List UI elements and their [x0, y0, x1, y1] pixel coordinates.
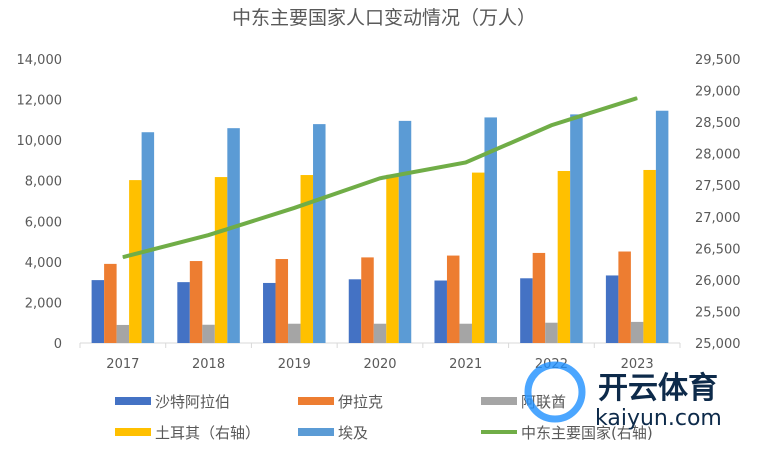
bar-阿联酋 [373, 323, 387, 343]
bar-沙特阿拉伯 [434, 280, 447, 343]
y2-tick-label: 27,500 [695, 179, 741, 194]
bar-土耳其（右轴） [557, 170, 571, 343]
y2-tick-label: 28,000 [695, 148, 741, 163]
legend-label: 土耳其（右轴） [155, 424, 260, 442]
y2-tick-label: 28,500 [695, 116, 741, 131]
bar-沙特阿拉伯 [348, 279, 362, 343]
watermark-logo-icon [524, 361, 586, 423]
legend-swatch [298, 428, 334, 436]
bar-伊拉克 [189, 261, 203, 343]
legend-swatch [298, 397, 334, 405]
bar-埃及 [227, 128, 240, 343]
y2-tick-label: 25,000 [695, 337, 741, 352]
legend-swatch [115, 428, 151, 436]
bar-埃及 [313, 124, 326, 343]
bar-阿联酋 [459, 323, 472, 343]
bar-埃及 [570, 114, 583, 343]
bar-埃及 [484, 117, 497, 344]
y2-tick-label: 29,000 [695, 85, 741, 100]
legend-label: 沙特阿拉伯 [155, 393, 230, 411]
bar-埃及 [655, 110, 669, 343]
line-point [122, 256, 124, 258]
bar-埃及 [141, 132, 155, 343]
line-point [550, 124, 552, 126]
watermark-text: 开云体育 [598, 371, 718, 406]
legend-swatch [481, 397, 517, 405]
y2-tick-label: 26,000 [695, 274, 741, 289]
legend-swatch [115, 397, 151, 405]
bar-伊拉克 [275, 259, 289, 343]
bar-伊拉克 [361, 257, 374, 343]
bar-阿联酋 [288, 323, 301, 343]
x-tick-label: 2017 [106, 357, 139, 372]
bar-沙特阿拉伯 [605, 275, 619, 343]
x-tick-label: 2023 [621, 357, 654, 372]
y-tick-label: 6,000 [25, 215, 62, 230]
bar-阿联酋 [116, 324, 130, 343]
bar-阿联酋 [630, 321, 644, 343]
bar-埃及 [398, 120, 412, 343]
y2-tick-label: 29,500 [695, 53, 741, 68]
line-point [636, 97, 638, 99]
y2-tick-label: 26,500 [695, 242, 741, 257]
y-tick-label: 4,000 [25, 256, 62, 271]
bar-土耳其（右轴） [129, 180, 142, 343]
x-tick-label: 2018 [192, 357, 225, 372]
y-tick-label: 2,000 [25, 296, 62, 311]
bar-沙特阿拉伯 [520, 278, 533, 343]
chart-title: 中东主要国家人口变动情况（万人） [232, 7, 536, 29]
bar-土耳其（右轴） [300, 175, 314, 343]
x-tick-label: 2020 [363, 357, 396, 372]
y-tick-label: 14,000 [17, 53, 63, 68]
legend-label: 中东主要国家(右轴) [521, 424, 653, 442]
legend-label: 伊拉克 [338, 393, 383, 411]
y2-tick-label: 27,000 [695, 211, 741, 226]
bar-沙特阿拉伯 [91, 280, 105, 343]
bar-伊拉克 [618, 251, 631, 343]
bar-沙特阿拉伯 [263, 282, 276, 343]
bar-阿联酋 [545, 322, 558, 343]
line-point [208, 234, 210, 236]
bar-沙特阿拉伯 [177, 282, 190, 343]
x-tick-label: 2021 [449, 357, 482, 372]
legend-swatch [481, 430, 517, 434]
bar-阿联酋 [202, 324, 215, 343]
line-point [293, 207, 295, 209]
bar-土耳其（右轴） [386, 174, 399, 343]
line-point [379, 177, 381, 179]
bar-土耳其（右轴） [471, 172, 485, 343]
line-point [465, 162, 467, 164]
legend-label: 埃及 [338, 424, 368, 442]
bar-土耳其（右轴） [643, 169, 656, 343]
y2-tick-label: 25,500 [695, 305, 741, 320]
bar-土耳其（右轴） [214, 177, 228, 343]
bar-伊拉克 [532, 252, 546, 343]
y-tick-label: 12,000 [17, 94, 63, 109]
bar-伊拉克 [446, 255, 460, 343]
y-tick-label: 0 [54, 337, 62, 352]
bar-伊拉克 [104, 263, 117, 343]
x-tick-label: 2019 [278, 357, 311, 372]
y-tick-label: 8,000 [25, 175, 62, 190]
y-tick-label: 10,000 [17, 134, 63, 149]
watermark-subtext: kaiyun.com [595, 406, 722, 431]
